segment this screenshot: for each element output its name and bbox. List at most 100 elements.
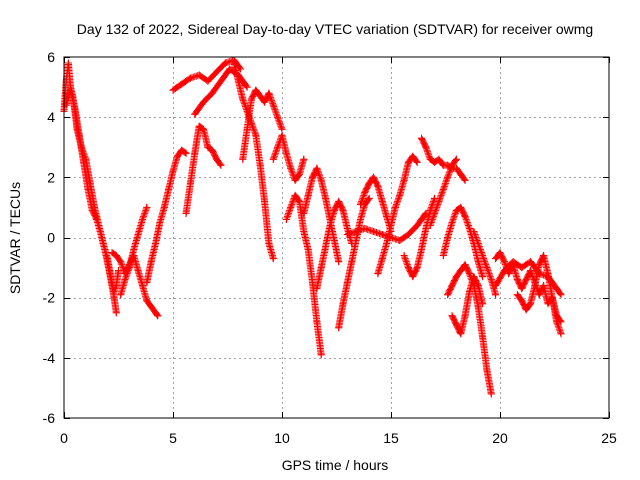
data-point xyxy=(160,203,168,211)
data-point xyxy=(335,324,343,332)
data-point xyxy=(518,285,526,293)
x-axis-label: GPS time / hours xyxy=(282,457,389,473)
data-point xyxy=(474,258,482,266)
data-point xyxy=(213,68,221,76)
data-point xyxy=(492,255,500,263)
data-point xyxy=(134,231,142,238)
data-point xyxy=(71,104,79,112)
data-point xyxy=(374,270,382,278)
data-point xyxy=(540,282,548,290)
data-point xyxy=(274,113,282,121)
series-track-18 xyxy=(374,152,421,278)
data-point xyxy=(335,197,343,205)
data-point xyxy=(165,185,173,193)
data-point xyxy=(343,225,351,232)
series-track-25 xyxy=(470,228,500,299)
data-point xyxy=(361,188,369,196)
data-point xyxy=(317,264,325,272)
data-point xyxy=(143,279,151,287)
x-tick-labels: 0 5 10 15 20 25 xyxy=(60,430,617,446)
data-point xyxy=(191,149,199,157)
data-point xyxy=(479,333,487,341)
data-point xyxy=(139,216,146,223)
series-track-2 xyxy=(62,86,120,317)
data-point xyxy=(487,276,495,284)
data-point xyxy=(191,110,199,118)
data-point xyxy=(444,234,452,241)
data-point xyxy=(466,288,473,296)
series-track-15 xyxy=(335,194,373,332)
data-point xyxy=(479,300,487,308)
data-point xyxy=(448,282,456,290)
x-tick-label: 10 xyxy=(274,430,290,446)
data-point xyxy=(553,318,561,326)
data-point xyxy=(139,282,146,290)
data-point xyxy=(147,258,155,266)
data-point xyxy=(84,185,92,193)
data-point xyxy=(295,170,303,178)
data-point xyxy=(457,170,465,178)
data-point xyxy=(112,252,120,259)
data-point xyxy=(557,291,565,299)
data-point xyxy=(448,312,456,320)
data-point xyxy=(396,237,404,244)
marker-track xyxy=(62,86,120,317)
data-point xyxy=(466,225,473,232)
data-point xyxy=(513,291,521,299)
data-point xyxy=(505,270,513,278)
data-point xyxy=(200,125,207,133)
data-point xyxy=(496,249,504,256)
data-point xyxy=(396,191,404,199)
data-point xyxy=(431,209,439,217)
data-point xyxy=(544,270,552,278)
data-point xyxy=(101,249,109,256)
data-point xyxy=(309,173,316,181)
data-point xyxy=(400,252,408,259)
data-point xyxy=(265,240,273,247)
data-point xyxy=(217,161,225,169)
data-point xyxy=(186,74,194,82)
data-point xyxy=(195,71,203,79)
data-point xyxy=(509,258,517,266)
data-point xyxy=(274,143,282,151)
data-point xyxy=(261,98,269,106)
data-point xyxy=(461,176,469,184)
data-point xyxy=(256,92,264,100)
data-point xyxy=(204,77,212,85)
data-point xyxy=(339,300,347,308)
data-point xyxy=(535,261,543,269)
data-point xyxy=(409,152,417,160)
data-point xyxy=(383,212,391,220)
y-tick-label: 4 xyxy=(47,109,55,125)
data-point xyxy=(97,231,105,238)
series-track-6 xyxy=(169,56,245,94)
data-point xyxy=(300,228,308,235)
data-point xyxy=(304,246,312,253)
data-point xyxy=(287,203,295,211)
data-point xyxy=(143,297,151,305)
data-point xyxy=(182,209,190,217)
data-point xyxy=(452,155,460,163)
data-point xyxy=(322,194,330,202)
data-point xyxy=(80,158,88,166)
data-point xyxy=(169,86,177,94)
data-point xyxy=(243,125,251,133)
data-point xyxy=(492,282,500,290)
data-point xyxy=(178,80,186,88)
series-track-7 xyxy=(182,122,225,217)
data-point xyxy=(106,270,114,278)
data-point xyxy=(322,243,330,250)
data-point xyxy=(143,203,151,211)
data-point xyxy=(269,255,277,263)
series-track-20 xyxy=(418,134,469,184)
data-point xyxy=(400,176,408,184)
series-track-19 xyxy=(400,194,439,281)
data-point xyxy=(300,155,308,163)
data-point xyxy=(378,231,386,238)
data-point xyxy=(261,197,269,205)
data-point xyxy=(295,197,303,205)
data-point xyxy=(278,131,286,139)
data-point xyxy=(300,209,308,217)
data-point xyxy=(483,366,491,374)
data-point xyxy=(557,330,565,338)
